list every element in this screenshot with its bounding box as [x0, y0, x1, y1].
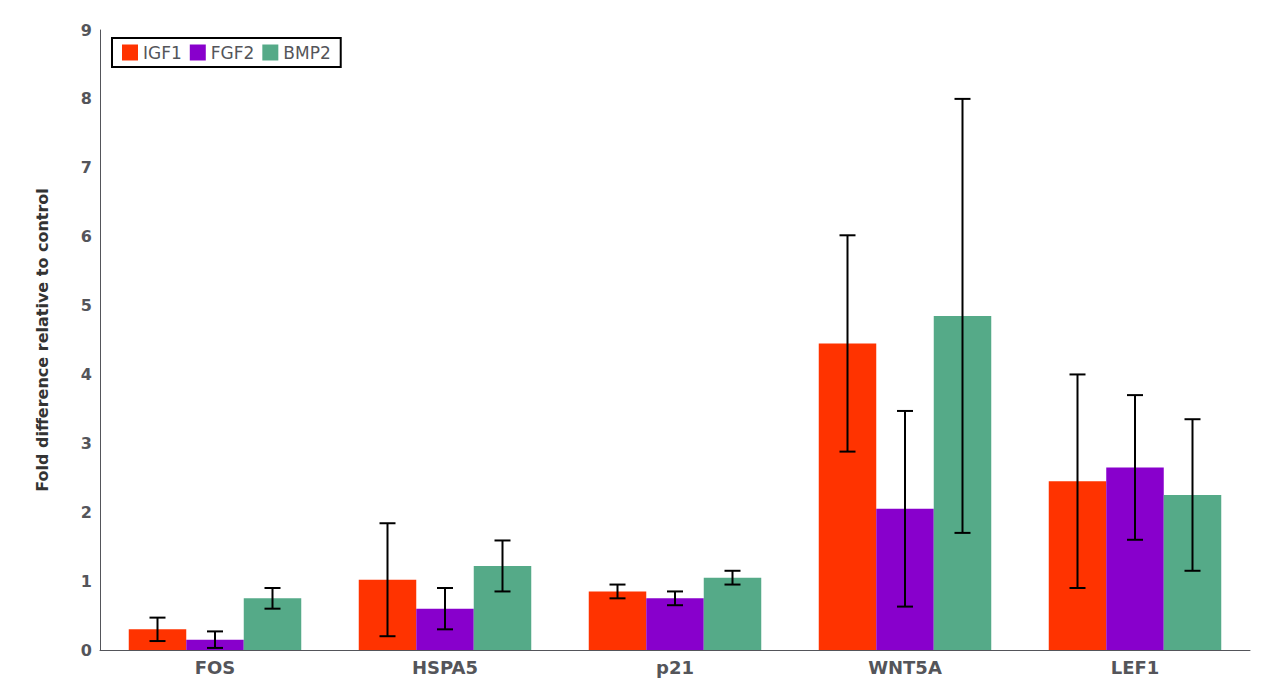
svg-text:LEF1: LEF1 [1111, 657, 1160, 678]
svg-text:2: 2 [81, 503, 92, 522]
svg-text:BMP2: BMP2 [283, 43, 330, 63]
svg-text:5: 5 [81, 296, 92, 315]
svg-text:IGF1: IGF1 [143, 43, 182, 63]
svg-text:7: 7 [81, 158, 92, 177]
svg-text:4: 4 [81, 365, 92, 384]
svg-text:8: 8 [81, 89, 92, 108]
svg-text:Fold difference relative to co: Fold difference relative to control [33, 188, 52, 492]
svg-text:3: 3 [81, 434, 92, 453]
svg-text:0: 0 [81, 641, 92, 660]
svg-text:WNT5A: WNT5A [868, 657, 942, 678]
svg-text:1: 1 [81, 572, 92, 591]
svg-text:FOS: FOS [195, 657, 236, 678]
svg-text:9: 9 [81, 21, 92, 40]
svg-text:6: 6 [81, 227, 92, 246]
svg-text:p21: p21 [656, 657, 694, 678]
svg-text:FGF2: FGF2 [211, 43, 255, 63]
svg-text:HSPA5: HSPA5 [412, 657, 478, 678]
